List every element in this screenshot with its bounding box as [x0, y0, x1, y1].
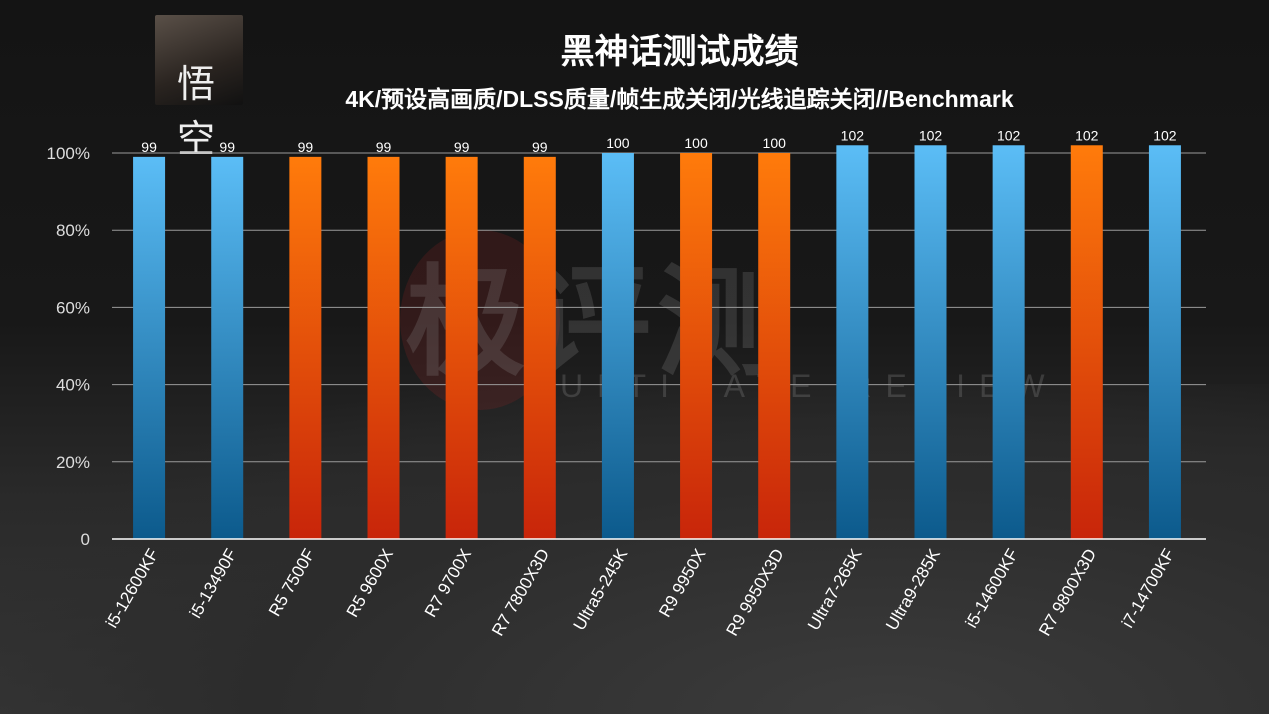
bar [1070, 145, 1103, 539]
x-tick-label: R5 9600X [343, 546, 397, 621]
x-tick-label: R7 9700X [421, 546, 475, 621]
data-label: 99 [454, 139, 470, 155]
x-tick-label: R9 9950X [655, 546, 709, 621]
chart-title: 黑神话测试成绩 [560, 33, 799, 71]
x-tick-label: i5-14600KF [962, 545, 1022, 631]
bar [914, 145, 947, 539]
y-tick-label: 40% [56, 376, 90, 395]
x-tick-label: R9 9950X3D [723, 546, 788, 640]
bar [836, 145, 869, 539]
data-label: 99 [219, 139, 235, 155]
x-tick-label: Ultra5-245K [570, 545, 632, 634]
y-tick-label: 20% [56, 453, 90, 472]
y-tick-label: 80% [56, 221, 90, 240]
bar [523, 156, 556, 540]
data-label: 102 [919, 127, 943, 143]
data-label: 102 [1153, 127, 1177, 143]
x-tick-label: R7 7800X3D [488, 546, 553, 640]
data-label: 99 [532, 139, 548, 155]
data-label: 99 [298, 139, 314, 155]
bar [367, 156, 400, 540]
thumbnail-glyph: 悟空 [177, 62, 216, 161]
y-tick-label: 100% [47, 144, 90, 163]
bar [601, 153, 634, 539]
x-tick-label: R7 9800X3D [1035, 546, 1100, 640]
bar [758, 153, 791, 539]
watermark-subtext: ULTIMATE REVIEW [560, 368, 1059, 404]
data-label: 99 [141, 139, 157, 155]
data-label: 102 [1075, 127, 1099, 143]
bar [133, 156, 166, 540]
x-tick-label: R5 7500F [265, 546, 319, 620]
bar [211, 156, 244, 540]
bar [1148, 145, 1181, 539]
data-label: 102 [841, 127, 865, 143]
x-tick-label: Ultra9-285K [882, 545, 944, 634]
game-thumbnail: 悟空 [155, 15, 243, 161]
y-tick-label: 60% [56, 298, 90, 317]
y-tick-label: 0 [81, 530, 90, 549]
x-tick-label: i7-14700KF [1118, 546, 1178, 632]
x-tick-label: i5-13490F [186, 546, 241, 622]
x-tick-label: i5-12600KF [102, 546, 162, 632]
data-label: 100 [606, 135, 630, 151]
chart-subtitle: 4K/预设高画质/DLSS质量/帧生成关闭/光线追踪关闭//Benchmark [345, 86, 1014, 112]
data-label: 100 [763, 135, 787, 151]
data-label: 100 [684, 135, 708, 151]
data-label: 99 [376, 139, 392, 155]
bar [680, 153, 713, 539]
x-tick-label: Ultra7-265K [804, 545, 866, 634]
bar [445, 156, 478, 540]
bar [289, 156, 322, 540]
bar [992, 145, 1025, 539]
data-label: 102 [997, 127, 1021, 143]
